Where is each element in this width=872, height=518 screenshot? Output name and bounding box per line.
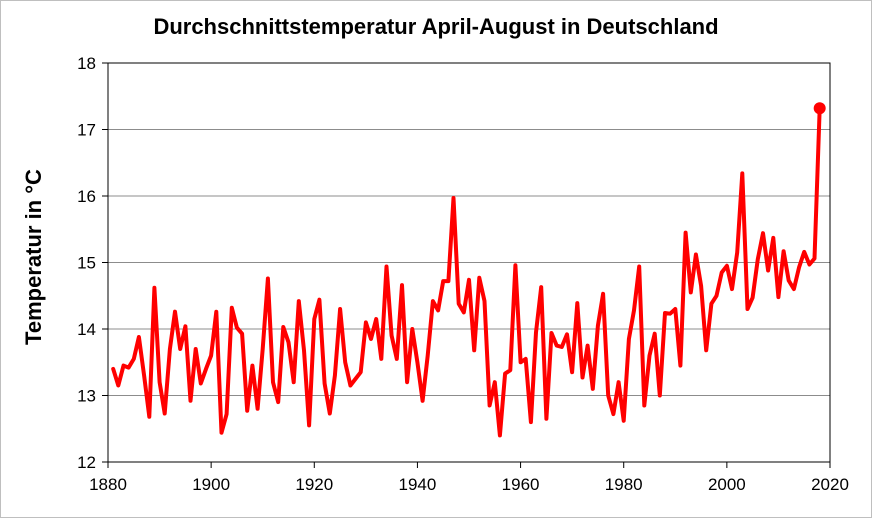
x-tick-label: 2020 xyxy=(811,475,849,494)
axes: 12 13 14 15 16 17 18 1880 1900 1920 1940 1960 1980 20… xyxy=(77,54,849,494)
x-tick-label: 1920 xyxy=(295,475,333,494)
y-tick-label: 14 xyxy=(77,320,96,339)
x-tick-label: 2000 xyxy=(708,475,746,494)
temperature-series-line xyxy=(111,106,822,438)
y-tick-label: 15 xyxy=(77,254,96,273)
y-tick-label: 13 xyxy=(77,387,96,406)
x-tick-label: 1960 xyxy=(502,475,540,494)
y-tick-label: 18 xyxy=(77,54,96,73)
latest-value-marker xyxy=(813,102,826,115)
x-tick-label: 1880 xyxy=(89,475,127,494)
x-tick-label: 1980 xyxy=(605,475,643,494)
y-tick-label: 12 xyxy=(77,453,96,472)
y-tick-label: 17 xyxy=(77,121,96,140)
y-tick-label: 16 xyxy=(77,187,96,206)
x-tick-label: 1940 xyxy=(399,475,437,494)
x-tick-label: 1900 xyxy=(192,475,230,494)
chart-title: Durchschnittstemperatur April-August in … xyxy=(153,14,719,39)
series-layer xyxy=(111,102,826,438)
